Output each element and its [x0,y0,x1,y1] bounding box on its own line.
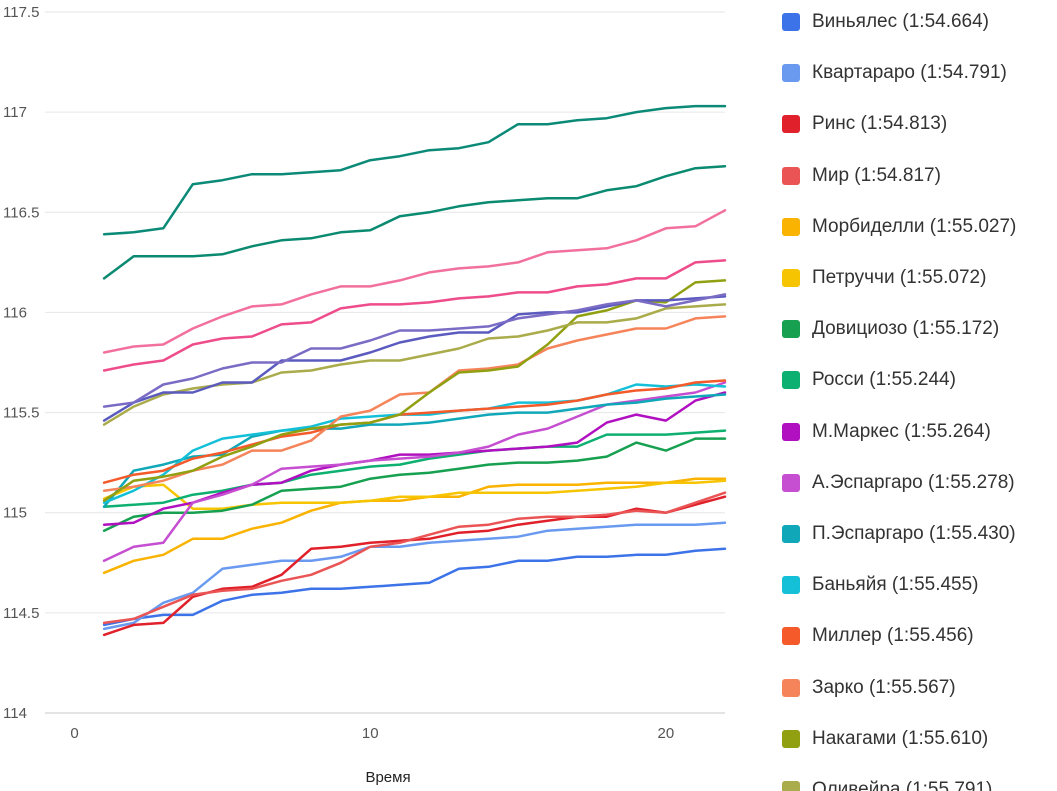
legend-item: М.Маркес (1:55.264) [782,420,991,444]
series-line-14 [102,279,727,502]
legend-label: Накагами (1:55.610) [812,727,989,749]
series-line-17 [102,293,727,408]
legend-swatch [782,473,800,492]
y-tick-label: 115.5 [3,405,39,422]
line-chart: 114 114.5 115 115.5 116 116.5 117 117.5 0 10 20 Вр… [3,4,727,786]
series-line-7 [102,429,727,508]
legend-item: Мир (1:54.817) [782,164,941,188]
legend-item: Виньялес (1:54.664) [782,10,989,34]
x-tick-label: 20 [658,725,675,742]
series-line-18 [102,259,727,372]
legend-label: Мир (1:54.817) [812,164,941,186]
y-tick-label: 117 [3,104,27,121]
legend-label: М.Маркес (1:55.264) [812,420,991,442]
series-line-10 [102,393,727,508]
legend-label: Квартараро (1:54.791) [812,62,1007,84]
series-line-20 [102,164,727,280]
legend-item: А.Эспаргаро (1:55.278) [782,471,1015,495]
legend-item: Морбиделли (1:55.027) [782,215,1016,239]
y-tick-label: 114.5 [3,605,39,622]
chart-canvas: 114 114.5 115 115.5 116 116.5 117 117.5 0 10 20 Вр… [3,4,727,786]
legend-swatch [782,371,800,390]
legend-item: Ринс (1:54.813) [782,112,947,136]
y-tick-label: 117.5 [3,4,39,21]
tick-labels: 114 114.5 115 115.5 116 116.5 117 117.5 0 10 20 [3,4,674,742]
legend-label: Миллер (1:55.456) [812,625,974,647]
series-line-19 [102,209,727,354]
legend-label: Оливейра (1:55.791) [812,779,993,791]
series-lines [102,104,727,637]
legend-item: Зарко (1:55.567) [782,676,956,700]
legend-label: Петруччи (1:55.072) [812,267,987,288]
series-line-0 [102,547,727,627]
legend-swatch [782,422,800,441]
legend-label: Росси (1:55.244) [812,369,956,391]
series-line-3 [102,491,727,625]
legend-label: Довициозо (1:55.172) [812,318,1000,340]
legend-label: П.Эспаргаро (1:55.430) [812,523,1016,544]
legend-swatch [782,678,800,697]
series-line-15 [102,303,727,426]
legend-swatch [782,269,800,287]
series-line-9 [102,381,727,563]
legend-swatch [782,781,800,791]
legend-swatch [782,217,800,236]
legend-item: Оливейра (1:55.791) [782,778,992,791]
legend-swatch [782,729,800,748]
x-tick-label: 0 [70,725,78,742]
legend-label: Ринс (1:54.813) [812,113,948,135]
x-axis-title: Время [365,769,410,786]
x-tick-label: 10 [362,725,379,742]
legend-item: Миллер (1:55.456) [782,624,974,648]
legend-label: А.Эспаргаро (1:55.278) [812,471,1015,493]
y-tick-label: 114 [3,705,27,722]
legend-swatch [782,525,800,543]
series-line-1 [102,521,727,631]
legend-item: Баньяйя (1:55.455) [782,573,979,597]
series-line-4 [102,477,727,575]
legend-swatch [782,13,800,31]
legend-item: Накагами (1:55.610) [782,727,988,751]
y-tick-label: 115 [3,505,27,522]
series-line-5 [102,479,727,510]
legend-label: Виньялес (1:54.664) [812,11,990,32]
y-tick-label: 116 [3,304,27,321]
legend-item: Петруччи (1:55.072) [782,266,986,290]
y-tick-label: 116.5 [3,204,39,221]
legend-item: Квартараро (1:54.791) [782,61,1007,85]
legend-swatch [782,115,800,134]
legend-label: Морбиделли (1:55.027) [812,215,1017,237]
legend-item: Росси (1:55.244) [782,368,956,392]
series-line-21 [102,104,727,236]
legend-swatch [782,166,800,185]
legend-swatch [782,627,800,646]
legend-swatch [782,576,800,595]
legend-item: П.Эспаргаро (1:55.430) [782,522,1016,546]
series-line-6 [102,437,727,532]
legend-label: Баньяйя (1:55.455) [812,574,979,596]
legend: Виньялес (1:54.664) Квартараро (1:54.791)… [782,0,1057,791]
series-line-13 [102,315,727,492]
series-line-12 [102,379,727,484]
legend-label: Зарко (1:55.567) [812,676,956,698]
legend-swatch [782,64,800,83]
legend-item: Довициозо (1:55.172) [782,317,999,341]
legend-swatch [782,320,800,339]
